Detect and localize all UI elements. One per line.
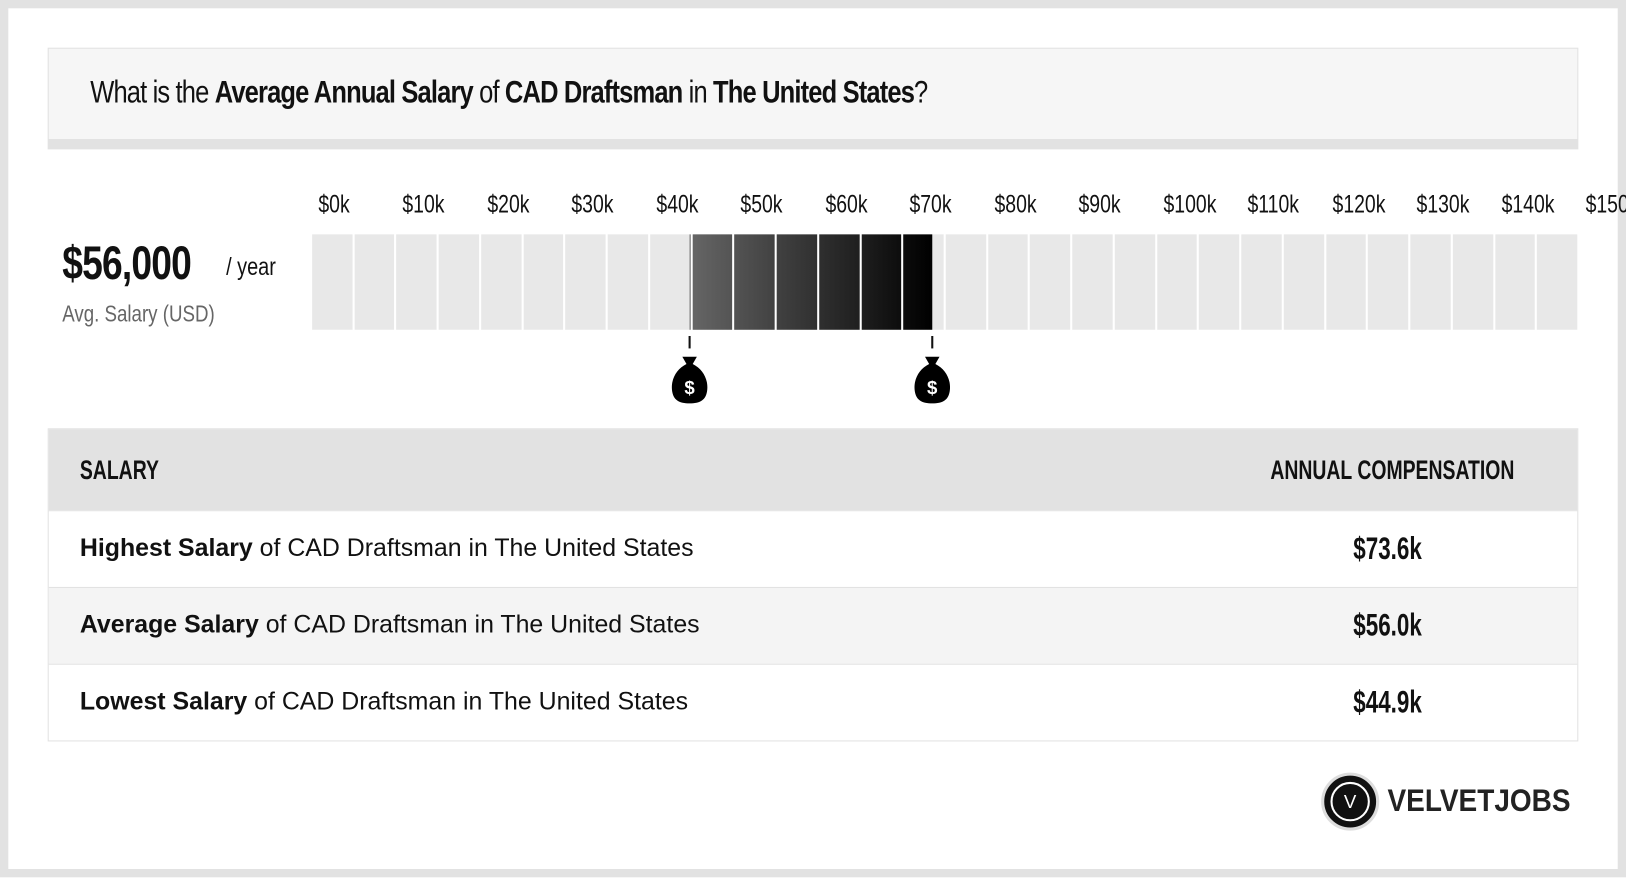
title-bold: Average Annual Salary: [214, 75, 474, 110]
bar-cell: [1494, 234, 1536, 330]
average-salary: $56,000 / year: [62, 234, 276, 290]
bar-cell: [1199, 234, 1240, 330]
tick-label: $0k: [318, 190, 350, 219]
tick-label: $50k: [740, 190, 783, 219]
title-text: What is the: [90, 75, 215, 110]
average-unit: / year: [226, 253, 276, 282]
salary-table: SALARY ANNUAL COMPENSATION Highest Salar…: [47, 428, 1579, 742]
row-label: Average Salary of CAD Draftsman in The U…: [80, 611, 700, 640]
bar-cell: [523, 234, 564, 330]
row-label-bold: Lowest Salary: [79, 687, 248, 716]
bar-cell: [1537, 234, 1578, 330]
svg-text:$: $: [927, 377, 938, 398]
money-bag-icon: $: [914, 335, 950, 404]
bar-fill: [861, 234, 902, 330]
row-value: $73.6k: [1353, 531, 1422, 567]
header-salary: SALARY: [79, 454, 159, 486]
bar-cell: [565, 234, 606, 330]
bar-fill: [819, 234, 860, 330]
tick-label: $20k: [487, 190, 530, 219]
tick-label: $70k: [909, 190, 952, 219]
tick-label: $10k: [402, 190, 445, 219]
bar-fill: [734, 234, 775, 330]
bar-cell: [1368, 234, 1409, 330]
low-marker: $: [669, 335, 710, 411]
row-label-rest: of CAD Draftsman in The United States: [258, 610, 700, 639]
bar-cell: [1452, 234, 1493, 330]
row-label-rest: of CAD Draftsman in The United States: [247, 687, 689, 716]
tick-label: $80k: [994, 190, 1037, 219]
row-value: $44.9k: [1353, 685, 1422, 720]
tick-label: $60k: [825, 190, 868, 219]
row-label: Lowest Salary of CAD Draftsman in The Un…: [80, 688, 688, 717]
table-row: Average Salary of CAD Draftsman in The U…: [48, 586, 1578, 664]
header-compensation: ANNUAL COMPENSATION: [1270, 454, 1515, 486]
tick-label: $40k: [656, 190, 699, 219]
bar-cell: [650, 234, 691, 330]
high-marker: $: [911, 335, 952, 411]
bar-cell: [481, 234, 522, 330]
bar-cell: [1410, 234, 1451, 330]
table-row: Highest Salary of CAD Draftsman in The U…: [48, 510, 1578, 587]
tick-label: $100k: [1163, 190, 1217, 219]
table-row: Lowest Salary of CAD Draftsman in The Un…: [48, 663, 1578, 741]
bar-cell: [1283, 234, 1324, 330]
logo-letter: V: [1330, 781, 1370, 822]
tick-label: $120k: [1332, 190, 1386, 219]
bar-cell: [1241, 234, 1282, 330]
tick-label: $130k: [1416, 190, 1470, 219]
bar-cell: [1156, 234, 1198, 330]
row-value: $56.0k: [1353, 608, 1422, 643]
velvetjobs-logo[interactable]: V VELVETJOBS: [1321, 772, 1591, 831]
title-text: of: [472, 75, 505, 110]
tick-labels: $0k $10k $20k $30k $40k $50k $60k $70k $80k $90k $…: [310, 190, 1626, 222]
tick-label: $90k: [1078, 190, 1121, 219]
page-title: What is the Average Annual Salary of CAD…: [90, 75, 928, 111]
tick-label: $140k: [1501, 190, 1554, 219]
bar-cell: [438, 234, 479, 330]
title-text: ?: [914, 75, 928, 110]
bar-fill: [692, 234, 733, 330]
title-box: What is the Average Annual Salary of CAD…: [47, 47, 1579, 150]
tick-label: $30k: [571, 190, 614, 219]
bar-cell: [1072, 234, 1113, 330]
title-bold: CAD Draftsman: [504, 75, 683, 110]
logo-text: VELVETJOBS: [1387, 783, 1571, 819]
bar-cell: [312, 234, 353, 330]
bar-fill: [776, 234, 817, 330]
tick-label: $150k+: [1585, 190, 1626, 219]
table-header: SALARY ANNUAL COMPENSATION: [48, 429, 1578, 511]
tick-label: $110k: [1247, 190, 1300, 219]
bar-cell: [1114, 234, 1155, 330]
bar-cell: [354, 234, 395, 330]
title-bold: The United States: [713, 75, 915, 110]
bar-cell: [607, 234, 648, 330]
row-label: Highest Salary of CAD Draftsman in The U…: [80, 534, 694, 563]
average-label: Avg. Salary (USD): [62, 300, 215, 327]
bar-fill: [903, 234, 932, 330]
average-value: $56,000: [62, 235, 192, 290]
bar-fill: [689, 234, 691, 330]
row-label-bold: Average Salary: [79, 610, 259, 639]
bar-cell: [945, 234, 986, 330]
bar-cell: [1030, 234, 1071, 330]
bar-cell: [1325, 234, 1367, 330]
bar-cell: [987, 234, 1029, 330]
bar-cell: [396, 234, 437, 330]
title-text: in: [682, 75, 714, 110]
salary-range-bar: [310, 234, 1578, 330]
row-label-bold: Highest Salary: [79, 534, 253, 563]
row-label-rest: of CAD Draftsman in The United States: [252, 534, 694, 563]
svg-text:$: $: [684, 377, 695, 398]
logo-icon: V: [1321, 772, 1380, 831]
money-bag-icon: $: [671, 335, 708, 404]
